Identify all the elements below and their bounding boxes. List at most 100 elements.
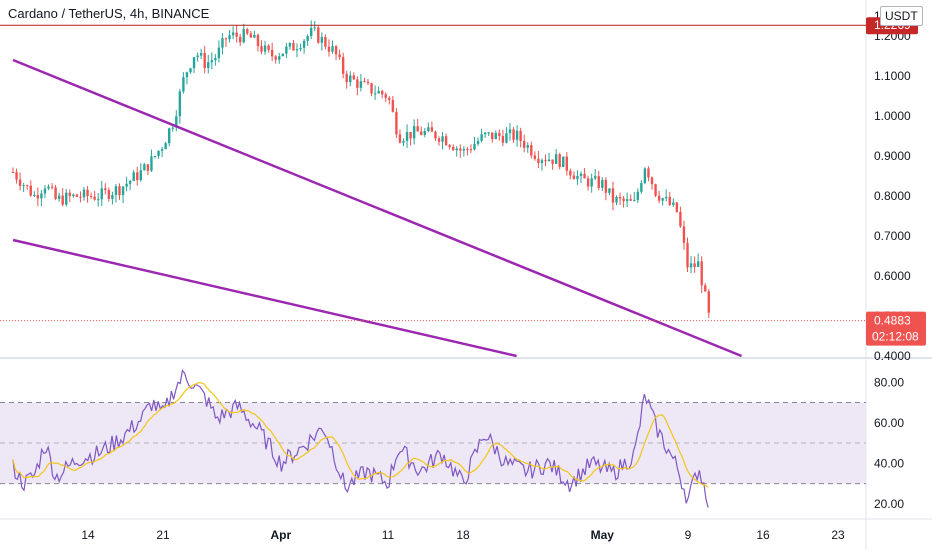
candle-body <box>618 197 622 199</box>
last-price-label: 0.4883 <box>874 314 911 328</box>
candle-body <box>125 183 128 187</box>
candle-body <box>359 81 363 88</box>
candle-body <box>210 60 213 63</box>
candle-body <box>288 43 292 47</box>
price-tick-label: 1.0000 <box>874 109 911 123</box>
candle-body <box>455 148 458 151</box>
candle-body <box>203 53 206 69</box>
candle-body <box>57 195 61 199</box>
candle-body <box>327 46 331 52</box>
candle-body <box>160 149 164 151</box>
candle-body <box>185 72 189 78</box>
candle-body <box>363 81 366 83</box>
candle-body <box>224 38 228 40</box>
candle-body <box>189 68 192 73</box>
candle-body <box>153 156 157 158</box>
candle-body <box>164 143 167 150</box>
candle-body <box>128 180 132 184</box>
candle-body <box>494 132 497 140</box>
candle-body <box>196 55 199 58</box>
candle-body <box>384 94 387 98</box>
price-tick-label: 0.8000 <box>874 189 911 203</box>
candle-body <box>636 191 639 200</box>
candle-body <box>111 194 114 199</box>
candle-body <box>661 198 664 201</box>
candle-body <box>231 32 235 36</box>
candle-body <box>349 75 352 83</box>
candle-body <box>551 159 554 164</box>
rsi-tick-label: 80.00 <box>874 375 904 389</box>
candle-body <box>260 46 263 52</box>
candle-body <box>214 58 217 61</box>
price-tick-label: 1.1000 <box>874 69 911 83</box>
candle-body <box>519 130 522 142</box>
last-price-tag <box>866 311 926 346</box>
candle-body <box>43 188 47 194</box>
candle-body <box>310 27 313 37</box>
candle-body <box>22 185 25 187</box>
candle-body <box>267 45 270 50</box>
candle-body <box>320 37 324 43</box>
candle-body <box>565 156 568 171</box>
candle-body <box>47 186 50 189</box>
candle-body <box>608 188 611 193</box>
candle-body <box>640 183 643 192</box>
trendline <box>12 238 517 358</box>
candle-body <box>249 33 253 38</box>
candle-body <box>313 27 316 29</box>
candle-body <box>594 176 597 179</box>
candle-body <box>242 29 245 43</box>
candle-body <box>686 242 689 268</box>
candle-body <box>182 77 185 92</box>
candle-body <box>146 164 150 171</box>
candle-body <box>402 140 405 143</box>
candle-body <box>427 127 430 132</box>
candle-body <box>168 128 171 144</box>
candle-body <box>693 263 696 267</box>
price-tick-label: 0.6000 <box>874 269 911 283</box>
candle-body <box>331 46 334 52</box>
currency-selector[interactable]: USDT <box>880 6 923 26</box>
rsi-tick-label: 60.00 <box>874 416 904 430</box>
candle-body <box>341 57 345 74</box>
candle-body <box>366 81 370 84</box>
time-tick-label: 16 <box>756 528 770 542</box>
candle-body <box>221 38 224 48</box>
candle-body <box>100 188 103 200</box>
candle-body <box>679 211 682 227</box>
candle-body <box>469 149 473 151</box>
candle-body <box>281 53 284 57</box>
candle-body <box>65 192 68 205</box>
candle-body <box>579 173 583 176</box>
candle-body <box>274 56 277 60</box>
candle-body <box>473 143 476 150</box>
candle-body <box>398 134 402 143</box>
candle-body <box>523 141 526 148</box>
candle-body <box>622 198 625 202</box>
candle-body <box>246 29 249 34</box>
candle-body <box>82 189 86 198</box>
candle-body <box>576 175 579 180</box>
candle-body <box>647 168 650 178</box>
candle-body <box>562 156 565 167</box>
candle-body <box>459 148 462 151</box>
candle-body <box>444 136 448 146</box>
candle-body <box>569 170 572 176</box>
price-tick-label: 0.7000 <box>874 229 911 243</box>
time-tick-label: 21 <box>156 528 170 542</box>
candle-body <box>18 179 22 186</box>
candle-body <box>121 186 125 196</box>
price-tick-label: 0.9000 <box>874 149 911 163</box>
candle-body <box>207 62 210 69</box>
candle-body <box>657 195 661 201</box>
candle-body <box>601 179 604 188</box>
candle-body <box>597 176 600 188</box>
candle-body <box>437 138 441 142</box>
candle-body <box>508 129 512 134</box>
candle-body <box>192 57 196 69</box>
candle-body <box>373 93 377 95</box>
candle-body <box>430 127 434 132</box>
candle-body <box>682 226 686 243</box>
candle-body <box>33 195 36 197</box>
candle-body <box>381 90 384 95</box>
